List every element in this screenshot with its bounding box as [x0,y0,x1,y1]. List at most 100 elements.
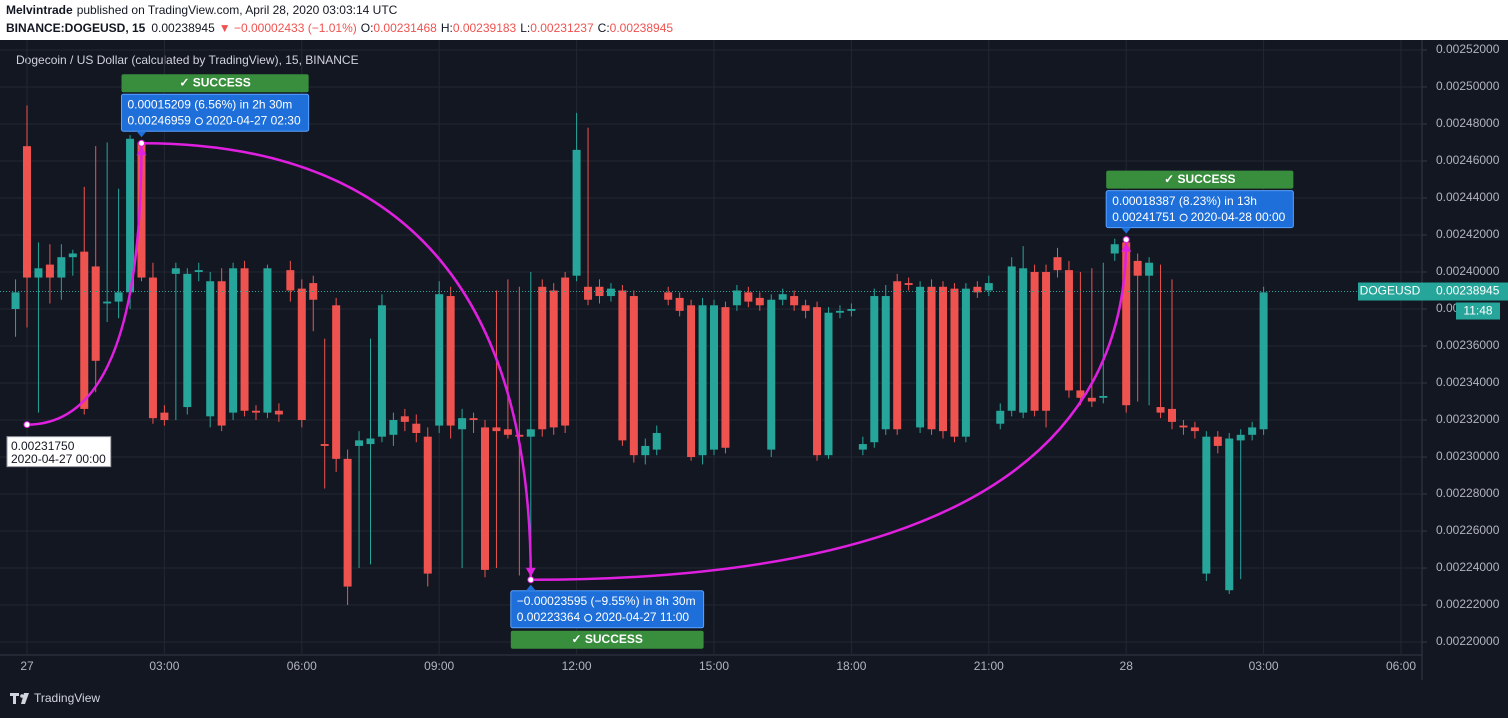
candle-body [481,427,489,570]
symbol-label-bg [1358,282,1422,301]
candle-body [973,286,982,293]
header-bg [0,0,1508,40]
candle-body [45,264,54,278]
candle-body [1042,271,1051,411]
x-tick-label: 27 [20,659,34,673]
candle-body [423,436,432,574]
candle-body [240,268,249,411]
y-tick-label: 0.00228000 [1436,486,1500,500]
status-bar [121,74,309,93]
measure-arrow [1121,242,1132,252]
ohlc-value: 0.00239183 [453,21,517,35]
header-line-2: BINANCE:DOGEUSD, 15 0.00238945 ▼ −0.000024… [6,21,673,35]
candle-body [515,434,524,437]
x-tick-label: 03:00 [149,659,179,673]
candle-body [1110,244,1119,254]
candle-body [320,444,329,446]
candle-body [606,288,615,297]
candle-body [286,270,295,291]
candle-body [561,277,570,426]
candle-body [160,412,169,421]
candle-body [858,444,867,450]
y-tick-label: 0.00230000 [1436,449,1500,463]
candle-body [835,310,844,313]
measure-pointer [525,584,536,591]
candle-body [1030,271,1039,411]
candle-body [767,299,776,450]
candle-body [446,296,455,426]
measure-label: 0.00018387 (8.23%) in 13h 0.00241751 2020-… [1105,170,1294,234]
candle-body [91,266,100,361]
y-tick-label: 0.00232000 [1436,412,1500,426]
candle-body [57,257,66,278]
candle-body [171,268,180,274]
candle-body [297,288,306,421]
candle-body [229,268,238,413]
candle-body [1259,292,1268,430]
y-tick-label: 0.00242000 [1436,227,1500,241]
candle-body [274,410,283,415]
x-tick-label: 15:00 [699,659,729,673]
measure-pointer [1121,227,1132,234]
ohlc-value: 0.00231237 [530,21,594,35]
candle-body [710,305,718,450]
anchor-dot [527,576,535,584]
y-tick-label: 0.00248000 [1436,116,1500,130]
candle-body [629,296,638,456]
candle-body [217,281,226,426]
candle-body [126,138,135,293]
y-tick-label: 0.00224000 [1436,560,1500,574]
candle-body [183,273,192,408]
candle-body [526,429,535,437]
candle-body [893,281,902,430]
measure-pointer [136,131,147,138]
y-tick-label: 0.00250000 [1436,79,1500,93]
measure-box [121,93,310,132]
candle-body [1236,434,1245,441]
candle-body [1007,266,1016,411]
candle-body [572,149,581,276]
candle-body [698,305,707,456]
candle-body [148,277,157,419]
candle-body [755,297,764,306]
chart-title: Dogecoin / US Dollar (calculated by Trad… [16,53,359,67]
candle-body [778,294,787,300]
start-price: 0.00231750 [11,439,75,453]
x-tick-label: 06:00 [1386,659,1416,673]
y-tick-label: 0.00252000 [1436,42,1500,56]
measure-change: 0.00015209 (6.56%) in 2h 30m [128,97,293,111]
candle-body [549,290,558,428]
author: Melvintrade [6,3,73,17]
ohlc-key: C: [598,21,610,35]
candle-body [744,292,753,302]
candle-body [435,294,444,426]
status-bar [1106,170,1294,189]
change: ▼ −0.00002433 (−1.01%) [219,21,357,35]
ohlc-value: 0.00231468 [373,21,437,35]
measure-time: 2020-04-27 02:30 [206,113,301,127]
candle-body [1019,268,1028,413]
measure-price: 0.00223364 [517,610,581,624]
candle-body [721,307,730,448]
candle-body [80,251,89,409]
candle-body [492,427,501,432]
measure-change: 0.00018387 (8.23%) in 13h [1112,194,1257,208]
y-tick-label: 0.00226000 [1436,523,1500,537]
candle-body [824,312,833,456]
candle-body [904,283,913,285]
candle-body [1179,425,1188,428]
y-tick-label: 0.00236000 [1436,338,1500,352]
footer-brand: TradingView [34,691,100,705]
ohlc-key: L: [520,21,530,35]
candle-body [377,305,386,437]
measure-curve [26,143,143,426]
x-tick-label: 09:00 [424,659,454,673]
candle-body [870,296,879,443]
candle-body [618,290,627,441]
candle-body [137,142,146,278]
measure-arrow [136,146,147,156]
candle-body [194,270,203,272]
candle-body [1202,436,1211,574]
measure-curve [530,239,1128,582]
anchor-dot [1122,236,1130,244]
